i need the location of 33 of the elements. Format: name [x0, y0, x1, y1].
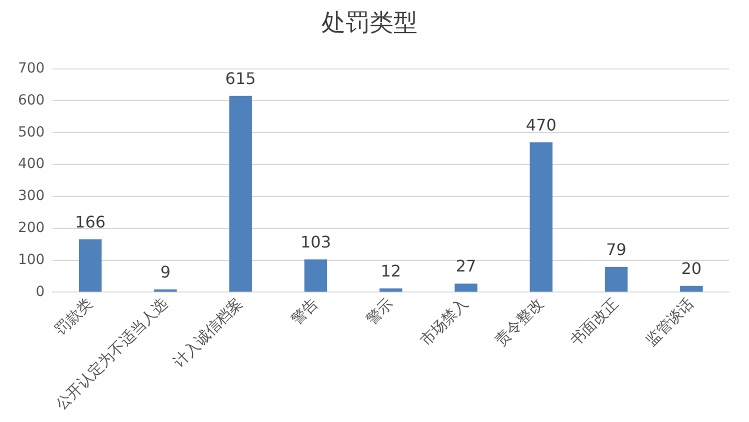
y-tick-label: 300: [18, 188, 45, 204]
x-tick-label: 书面改正: [566, 294, 622, 350]
y-tick-label: 400: [18, 156, 45, 172]
y-tick-label: 500: [18, 124, 45, 140]
y-tick-label: 200: [18, 220, 45, 236]
bar: [530, 142, 553, 292]
data-label: 27: [456, 256, 476, 276]
data-label: 470: [526, 115, 556, 134]
x-tick-label: 警告: [287, 294, 322, 328]
bar: [454, 284, 478, 292]
x-tick-label: 罚款类: [51, 294, 96, 339]
x-tick-label: 计入诚信档案: [170, 294, 246, 371]
x-tick-label: 警示: [362, 294, 396, 328]
data-label: 12: [380, 262, 402, 281]
bar: [229, 96, 252, 292]
y-tick-label: 100: [18, 252, 45, 268]
data-label: 9: [160, 262, 171, 282]
chart-title: 处罚类型: [322, 8, 418, 37]
bar: [604, 266, 628, 292]
x-tick-label: 监管谈话: [642, 294, 698, 350]
data-label: 615: [225, 69, 256, 88]
bar: [304, 259, 328, 292]
y-tick-label: 600: [18, 92, 45, 108]
data-label: 79: [606, 240, 626, 260]
data-label: 103: [300, 232, 331, 252]
y-tick-label: 0: [36, 284, 45, 300]
data-label: 20: [681, 258, 702, 278]
x-tick-label: 责令整改: [492, 294, 547, 350]
y-tick-label: 700: [18, 60, 45, 76]
bar: [78, 239, 102, 292]
bar: [680, 286, 703, 292]
data-label: 166: [75, 212, 106, 232]
x-tick-label: 市场禁入: [416, 294, 472, 350]
